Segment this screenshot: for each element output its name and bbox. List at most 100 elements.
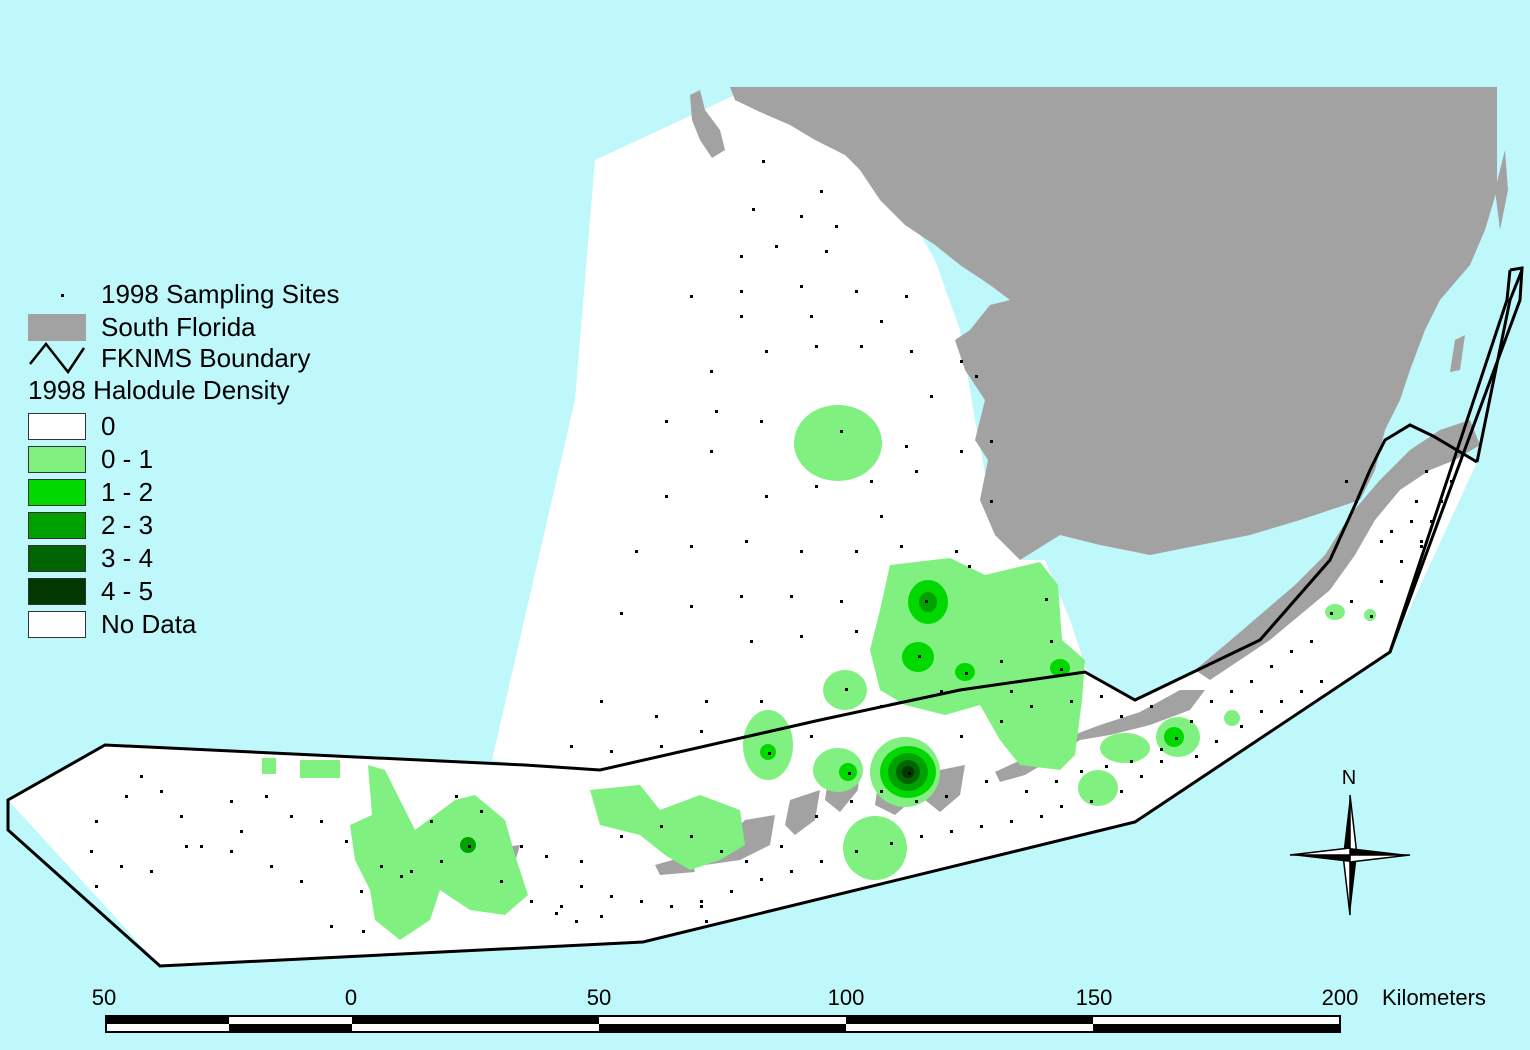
sampling-site-dot (815, 815, 818, 818)
sampling-site-dot (1000, 720, 1003, 723)
sampling-site-dot (845, 688, 848, 691)
sampling-site-dot (745, 540, 748, 543)
sampling-site-dot (1355, 500, 1358, 503)
sampling-site-dot (330, 925, 333, 928)
sampling-site-dot (1310, 640, 1313, 643)
sampling-site-dot (362, 930, 365, 933)
north-arrow: N (1289, 767, 1411, 916)
sampling-site-dot (400, 875, 403, 878)
sampling-site-dot (765, 495, 768, 498)
legend-boundary: FKNMS Boundary (28, 341, 311, 375)
sampling-site-dot (560, 905, 563, 908)
sampling-site-dot (1280, 700, 1283, 703)
sampling-site-dot (455, 795, 458, 798)
sampling-site-dot (555, 912, 558, 915)
sampling-site-dot (800, 635, 803, 638)
sampling-site-dot (1425, 470, 1428, 473)
sampling-site-dot (870, 480, 873, 483)
sampling-site-dot (880, 790, 883, 793)
sampling-site-dot (670, 905, 673, 908)
sampling-site-dot (270, 865, 273, 868)
sampling-site-dot (1055, 780, 1058, 783)
density-patches (262, 405, 1376, 940)
sampling-site-dot (690, 295, 693, 298)
sampling-site-dot (545, 855, 548, 858)
sampling-site-dot (700, 905, 703, 908)
sampling-site-dot (1370, 615, 1373, 618)
sampling-site-dot (820, 190, 823, 193)
sampling-site-dot (1380, 580, 1383, 583)
sampling-site-dot (1330, 612, 1333, 615)
sampling-site-dot (1000, 660, 1003, 663)
sampling-site-dot (918, 655, 921, 658)
sampling-site-dot (1400, 560, 1403, 563)
sampling-site-dot (855, 290, 858, 293)
sampling-site-dot (765, 350, 768, 353)
sampling-site-dot (1210, 700, 1213, 703)
legend-class-row: 2 - 3 (28, 509, 153, 541)
sampling-site-dot (410, 870, 413, 873)
legend-class-row: No Data (28, 608, 196, 640)
sampling-site-dot (1050, 640, 1053, 643)
sampling-site-dot (905, 295, 908, 298)
sampling-site-dot (200, 845, 203, 848)
sampling-site-dot (850, 800, 853, 803)
sampling-site-dot (570, 745, 573, 748)
legend-class-row: 0 - 1 (28, 443, 153, 475)
legend-class-label: 0 - 1 (101, 443, 154, 474)
sampling-site-dot (752, 208, 755, 211)
sampling-site-dot (150, 870, 153, 873)
sampling-site-dot (1390, 530, 1393, 533)
scale-tick-label: 150 (1076, 985, 1113, 1010)
sampling-site-dot (990, 500, 993, 503)
sampling-site-dot (575, 920, 578, 923)
sampling-site-dot (985, 780, 988, 783)
sampling-site-dot (1060, 805, 1063, 808)
sampling-site-dot (1230, 690, 1233, 693)
sampling-site-dot (1100, 695, 1103, 698)
density-swatch-icon (28, 544, 86, 572)
scale-unit-label: Kilometers (1382, 985, 1486, 1010)
sampling-site-dot (880, 320, 883, 323)
sampling-site-dot (580, 885, 583, 888)
sampling-site-dot (320, 820, 323, 823)
sampling-site-dot (1090, 800, 1093, 803)
sampling-site-dot (1140, 775, 1143, 778)
sampling-site-dot (1270, 665, 1273, 668)
sampling-site-dot (710, 450, 713, 453)
sampling-site-dot (1025, 790, 1028, 793)
fknms-boundary-east (1475, 269, 1524, 463)
sampling-site-dot (848, 772, 851, 775)
legend-class-row: 4 - 5 (28, 575, 153, 607)
sampling-site-dot (975, 375, 978, 378)
density-swatch-icon (28, 412, 86, 440)
sampling-site-dot (360, 890, 363, 893)
sampling-site-dot (600, 700, 603, 703)
sampling-site-dot (1300, 690, 1303, 693)
sampling-site-dot (440, 860, 443, 863)
sampling-site-dot (990, 440, 993, 443)
sampling-site-dot (768, 752, 771, 755)
sampling-site-dot (835, 225, 838, 228)
sampling-site-dot (955, 550, 958, 553)
sampling-site-dot (1045, 598, 1048, 601)
sampling-site-dot (1010, 690, 1013, 693)
sampling-site-dot (655, 715, 658, 718)
sampling-site-dot (800, 285, 803, 288)
sampling-site-dot (780, 845, 783, 848)
fknms-boundary-east-outer (1388, 266, 1524, 653)
sampling-site-dot (950, 830, 953, 833)
sampling-site-dot (690, 605, 693, 608)
sampling-site-dot (968, 565, 971, 568)
sampling-site-dot (855, 550, 858, 553)
sampling-site-dot (815, 485, 818, 488)
sampling-site-dot (480, 810, 483, 813)
sampling-site-dot (760, 878, 763, 881)
sampling-site-dot (900, 545, 903, 548)
sampling-site-dot (740, 315, 743, 318)
sampling-site-dot (610, 750, 613, 753)
sampling-site-dot (760, 700, 763, 703)
sampling-site-dot (775, 245, 778, 248)
legend-label: 1998 Sampling Sites (101, 278, 340, 309)
